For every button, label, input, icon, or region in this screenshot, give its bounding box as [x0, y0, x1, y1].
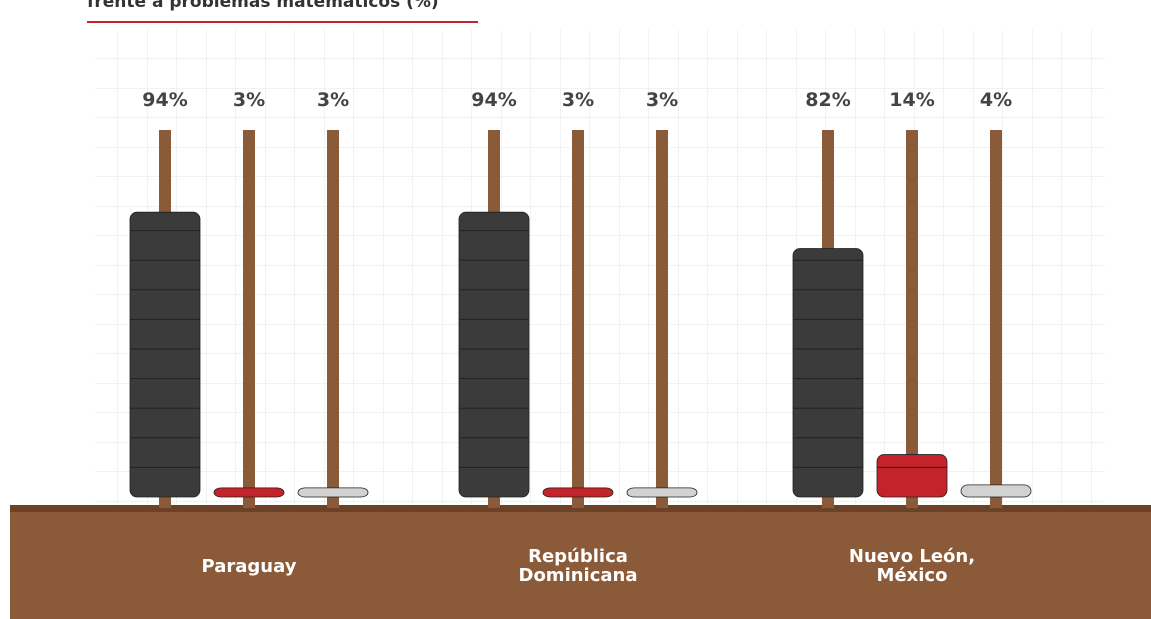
- value-label: 3%: [317, 89, 349, 111]
- value-label: 14%: [889, 89, 934, 111]
- base-board: [10, 505, 1151, 619]
- category-label: República Dominicana: [518, 546, 638, 586]
- bar: [626, 487, 698, 498]
- rod: [572, 130, 584, 508]
- bar: [458, 211, 530, 498]
- grid-paper: [95, 30, 1105, 510]
- rod: [327, 130, 339, 508]
- value-label: 82%: [805, 89, 850, 111]
- category-label: Paraguay: [201, 555, 297, 577]
- value-label: 94%: [471, 89, 516, 111]
- value-label: 3%: [233, 89, 265, 111]
- bar: [792, 248, 864, 498]
- bar: [876, 454, 948, 498]
- value-label: 3%: [562, 89, 594, 111]
- chart-title: frente a problemas matemáticos (%): [87, 0, 439, 12]
- value-label: 94%: [142, 89, 187, 111]
- rod: [656, 130, 668, 508]
- rod: [243, 130, 255, 508]
- category-label: Nuevo León, México: [848, 546, 976, 586]
- base-edge: [10, 505, 1151, 512]
- bar: [542, 487, 614, 498]
- rod: [906, 130, 918, 508]
- bar: [213, 487, 285, 498]
- bar: [960, 484, 1032, 498]
- bar: [297, 487, 369, 498]
- value-label: 3%: [646, 89, 678, 111]
- bar: [129, 211, 201, 498]
- value-label: 4%: [980, 89, 1012, 111]
- rod: [990, 130, 1002, 508]
